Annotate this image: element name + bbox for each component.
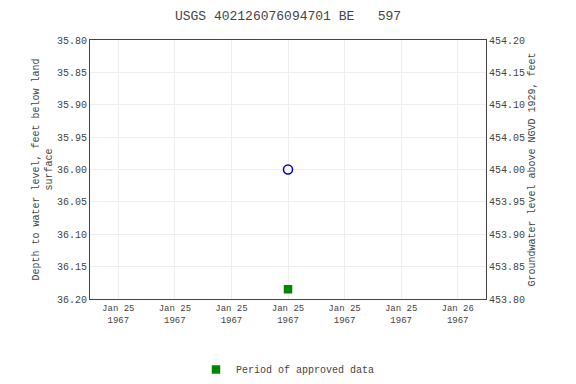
svg-text:454.05: 454.05	[489, 133, 525, 144]
svg-text:Jan 251967: Jan 251967	[272, 304, 304, 326]
svg-text:36.05: 36.05	[57, 197, 87, 208]
svg-text:Jan 251967: Jan 251967	[215, 304, 247, 326]
svg-text:Groundwater level above NGVD 1: Groundwater level above NGVD 1929, feet	[527, 52, 538, 286]
svg-text:Jan 261967: Jan 261967	[442, 304, 474, 326]
svg-text:453.95: 453.95	[489, 197, 525, 208]
svg-text:36.20: 36.20	[57, 295, 87, 306]
svg-text:453.80: 453.80	[489, 295, 525, 306]
svg-text:35.90: 35.90	[57, 100, 87, 111]
svg-text:35.80: 35.80	[57, 36, 87, 47]
svg-text:USGS 402126076094701 BE 597: USGS 402126076094701 BE 597	[175, 9, 401, 24]
svg-text:Jan 251967: Jan 251967	[385, 304, 417, 326]
svg-text:36.10: 36.10	[57, 230, 87, 241]
svg-text:Period of approved data: Period of approved data	[236, 365, 374, 376]
svg-text:Jan 251967: Jan 251967	[159, 304, 191, 326]
svg-text:453.85: 453.85	[489, 262, 525, 273]
svg-text:454.00: 454.00	[489, 165, 525, 176]
svg-text:35.95: 35.95	[57, 133, 87, 144]
svg-text:454.10: 454.10	[489, 100, 525, 111]
svg-text:454.20: 454.20	[489, 36, 525, 47]
svg-text:36.15: 36.15	[57, 262, 87, 273]
svg-text:36.00: 36.00	[57, 165, 87, 176]
svg-text:Jan 251967: Jan 251967	[102, 304, 134, 326]
svg-text:Jan 251967: Jan 251967	[328, 304, 360, 326]
svg-text:Depth to water level, feet bel: Depth to water level, feet below landsur…	[31, 58, 55, 280]
svg-text:453.90: 453.90	[489, 230, 525, 241]
svg-text:454.15: 454.15	[489, 68, 525, 79]
svg-text:35.85: 35.85	[57, 68, 87, 79]
